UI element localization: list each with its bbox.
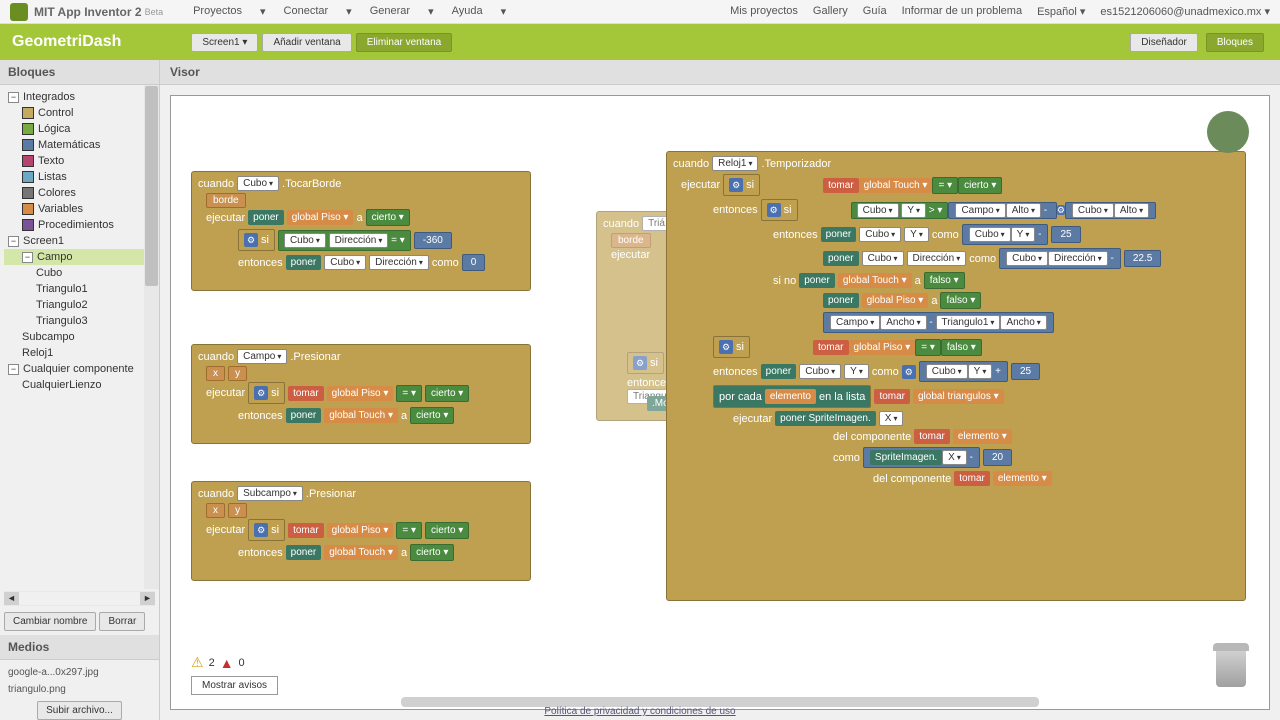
link-myprojects[interactable]: Mis proyectos	[730, 5, 798, 18]
tree-subcampo[interactable]: Subcampo	[4, 329, 155, 345]
tree-scrollbar[interactable]	[144, 85, 159, 589]
workspace: Visor cuandoCubo.TocarBorde borde ejecut…	[160, 60, 1280, 720]
delete-button[interactable]: Borrar	[99, 612, 145, 631]
tree-reloj1[interactable]: Reloj1	[4, 345, 155, 361]
tree-lists[interactable]: Listas	[4, 169, 155, 185]
show-warnings-button[interactable]: Mostrar avisos	[191, 676, 278, 695]
warning-icon: ⚠	[191, 654, 204, 671]
backpack-icon[interactable]	[1207, 111, 1249, 153]
tree-variables[interactable]: Variables	[4, 201, 155, 217]
block-reloj-temporizador[interactable]: cuandoReloj1.Temporizador ejecutar⚙sitom…	[666, 151, 1246, 601]
remove-screen-button[interactable]: Eliminar ventana	[356, 33, 452, 52]
error-icon: ▲	[220, 655, 234, 671]
media-file-2[interactable]: triangulo.png	[8, 681, 151, 698]
tree-tri2[interactable]: Triangulo2	[4, 297, 155, 313]
top-right-menu: Mis proyectos Gallery Guía Informar de u…	[730, 5, 1270, 18]
blocks-canvas[interactable]: cuandoCubo.TocarBorde borde ejecutarpone…	[170, 95, 1270, 710]
media-header: Medios	[0, 635, 159, 660]
tree-any[interactable]: −Cualquier componente	[4, 361, 155, 377]
block-subcampo-presionar[interactable]: cuandoSubcampo.Presionar x y ejecutar⚙si…	[191, 481, 531, 581]
tree-logic[interactable]: Lógica	[4, 121, 155, 137]
beta-label: Beta	[145, 7, 164, 17]
media-file-1[interactable]: google-a...0x297.jpg	[8, 664, 151, 681]
visor-header: Visor	[160, 60, 1280, 85]
blocks-tree: −Integrados Control Lógica Matemáticas T…	[0, 85, 159, 589]
logo-icon	[10, 3, 28, 21]
menu-help[interactable]: Ayuda	[452, 5, 483, 18]
footer-privacy-link[interactable]: Política de privacidad y condiciones de …	[544, 706, 735, 717]
tree-cubo[interactable]: Cubo	[4, 265, 155, 281]
tree-tri1[interactable]: Triangulo1	[4, 281, 155, 297]
media-list: google-a...0x297.jpg triangulo.png Subir…	[0, 660, 159, 720]
project-bar: GeometriDash Screen1 ▾ Añadir ventana El…	[0, 24, 1280, 60]
app-title: MIT App Inventor 2	[34, 5, 142, 19]
tree-builtin[interactable]: −Integrados	[4, 89, 155, 105]
top-bar: MIT App Inventor 2 Beta Proyectos▾ Conec…	[0, 0, 1280, 24]
rename-button[interactable]: Cambiar nombre	[4, 612, 96, 631]
warnings-indicator: ⚠2 ▲0	[191, 654, 245, 671]
tree-colors[interactable]: Colores	[4, 185, 155, 201]
tree-screen1[interactable]: −Screen1	[4, 233, 155, 249]
lang-select[interactable]: Español ▾	[1037, 5, 1085, 18]
project-name: GeometriDash	[12, 33, 121, 51]
tree-control[interactable]: Control	[4, 105, 155, 121]
tree-text[interactable]: Texto	[4, 153, 155, 169]
menu-build[interactable]: Generar	[370, 5, 410, 18]
link-report[interactable]: Informar de un problema	[902, 5, 1022, 18]
trash-icon[interactable]	[1213, 643, 1249, 689]
designer-button[interactable]: Diseñador	[1130, 33, 1198, 52]
user-email[interactable]: es1521206060@unadmexico.mx ▾	[1100, 5, 1270, 18]
tree-anylienzo[interactable]: CualquierLienzo	[4, 377, 155, 393]
tree-tri3[interactable]: Triangulo3	[4, 313, 155, 329]
tree-math[interactable]: Matemáticas	[4, 137, 155, 153]
add-screen-button[interactable]: Añadir ventana	[262, 33, 351, 52]
tree-hscroll[interactable]: ◄►	[4, 591, 155, 606]
screen-select[interactable]: Screen1 ▾	[191, 33, 258, 52]
menu-connect[interactable]: Conectar	[284, 5, 329, 18]
block-campo-presionar[interactable]: cuandoCampo.Presionar x y ejecutar⚙sitom…	[191, 344, 531, 444]
tree-procedures[interactable]: Procedimientos	[4, 217, 155, 233]
upload-button[interactable]: Subir archivo...	[37, 701, 122, 720]
blocks-header: Bloques	[0, 60, 159, 85]
block-cubo-tocarborde[interactable]: cuandoCubo.TocarBorde borde ejecutarpone…	[191, 171, 531, 291]
blocks-panel: Bloques −Integrados Control Lógica Matem…	[0, 60, 160, 720]
tree-campo[interactable]: −Campo	[4, 249, 155, 265]
menu-projects[interactable]: Proyectos	[193, 5, 242, 18]
link-guide[interactable]: Guía	[863, 5, 887, 18]
blocks-button[interactable]: Bloques	[1206, 33, 1264, 52]
link-gallery[interactable]: Gallery	[813, 5, 848, 18]
top-menu: Proyectos▾ Conectar▾ Generar▾ Ayuda▾	[193, 5, 506, 18]
